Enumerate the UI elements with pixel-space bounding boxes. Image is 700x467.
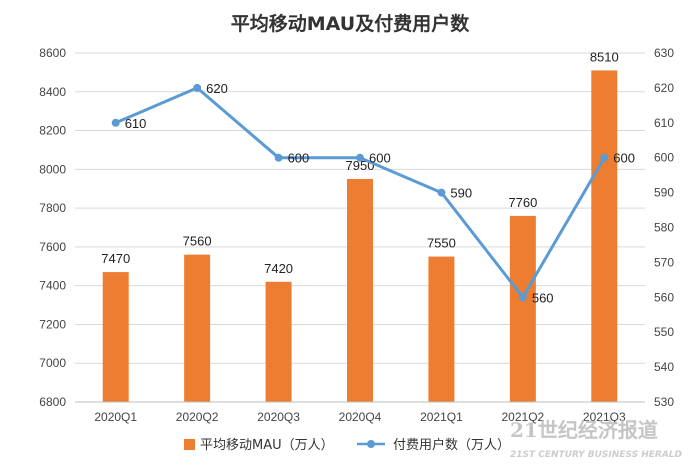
chart-title: 平均移动MAU及付费用户数 <box>231 12 470 35</box>
bar <box>428 256 455 402</box>
legend-line-marker <box>367 440 375 448</box>
left-axis-tick-label: 7600 <box>39 240 66 254</box>
left-axis-tick-label: 6800 <box>39 395 66 409</box>
left-axis-tick-label: 7000 <box>39 356 66 370</box>
line-point <box>356 153 364 162</box>
legend-bar-swatch <box>184 439 195 450</box>
bar-data-label: 8510 <box>590 49 619 64</box>
line-point <box>111 118 120 127</box>
left-axis-tick-label: 8000 <box>39 162 66 176</box>
bar-data-label: 7470 <box>101 251 130 266</box>
line-series: 610 620 600 600 590 560 600 <box>111 81 635 305</box>
bar-data-label: 7560 <box>183 234 212 249</box>
line-data-label: 620 <box>206 81 228 96</box>
right-axis-tick-label: 550 <box>654 325 674 339</box>
line-data-label: 600 <box>288 151 310 166</box>
right-axis-tick-label: 610 <box>654 116 674 130</box>
bar <box>102 272 129 402</box>
x-tick-label: 2020Q2 <box>176 410 219 424</box>
x-axis: 2020Q1 2020Q2 2020Q3 2020Q4 2021Q1 2021Q2 2021… <box>75 401 645 424</box>
right-axis-tick-label: 630 <box>654 46 674 60</box>
right-axis-tick-label: 540 <box>654 360 674 374</box>
x-tick-label: 2020Q4 <box>339 410 382 424</box>
line-data-label: 590 <box>450 186 472 201</box>
x-tick-label: 2021Q2 <box>502 410 545 424</box>
line-point <box>193 83 202 92</box>
left-axis-tick-label: 8600 <box>39 46 66 60</box>
left-axis-tick-label: 7400 <box>39 279 66 293</box>
right-axis-tick-label: 570 <box>654 255 674 269</box>
bar-data-label: 7420 <box>264 261 293 276</box>
watermark-logo: 21世纪经济报道 21ST CENTURY BUSINESS HERALD <box>510 418 683 460</box>
watermark-text: 21世纪经济报道 <box>510 418 658 442</box>
bar <box>184 254 211 402</box>
right-axis-tick-label: 530 <box>654 395 674 409</box>
bar <box>347 179 373 402</box>
line-data-label: 560 <box>532 290 554 305</box>
bar <box>265 281 292 402</box>
line-point <box>600 153 609 162</box>
left-axis-tick-label: 7200 <box>39 317 66 331</box>
right-axis: 530 540 550 560 570 580 590 600 610 620 630 <box>654 46 674 409</box>
watermark-subtext: 21ST CENTURY BUSINESS HERALD <box>510 450 683 460</box>
left-axis-tick-label: 8400 <box>39 85 66 99</box>
legend-line-label: 付费用户数（万人） <box>393 437 510 453</box>
legend-bar-label: 平均移动MAU（万人） <box>200 438 334 453</box>
bar <box>509 215 536 402</box>
x-tick-label: 2020Q1 <box>94 410 137 424</box>
line-data-label: 600 <box>613 151 635 166</box>
x-tick-label: 2020Q3 <box>257 410 300 424</box>
left-axis-tick-label: 7800 <box>39 201 66 215</box>
line-point <box>437 188 446 197</box>
line-data-label: 610 <box>125 116 147 131</box>
left-axis-tick-label: 8200 <box>39 124 66 138</box>
line-point <box>518 293 527 302</box>
x-tick-label: 2021Q1 <box>420 410 463 424</box>
legend: 平均移动MAU（万人） 付费用户数（万人） <box>184 437 510 453</box>
x-tick-label: 2021Q3 <box>583 410 626 424</box>
left-axis: 6800 7000 7200 7400 7600 7800 8000 8200 8400 8600 <box>39 46 66 409</box>
right-axis-tick-label: 620 <box>654 81 674 95</box>
line-data-label: 600 <box>369 151 391 166</box>
bar <box>591 70 618 402</box>
bar-data-label: 7760 <box>508 195 537 210</box>
right-axis-tick-label: 590 <box>654 186 674 200</box>
right-axis-tick-label: 600 <box>654 151 674 165</box>
right-axis-tick-label: 580 <box>654 221 674 235</box>
right-axis-tick-label: 560 <box>654 290 674 304</box>
bar-data-label: 7550 <box>427 236 456 251</box>
line-point <box>274 153 283 162</box>
